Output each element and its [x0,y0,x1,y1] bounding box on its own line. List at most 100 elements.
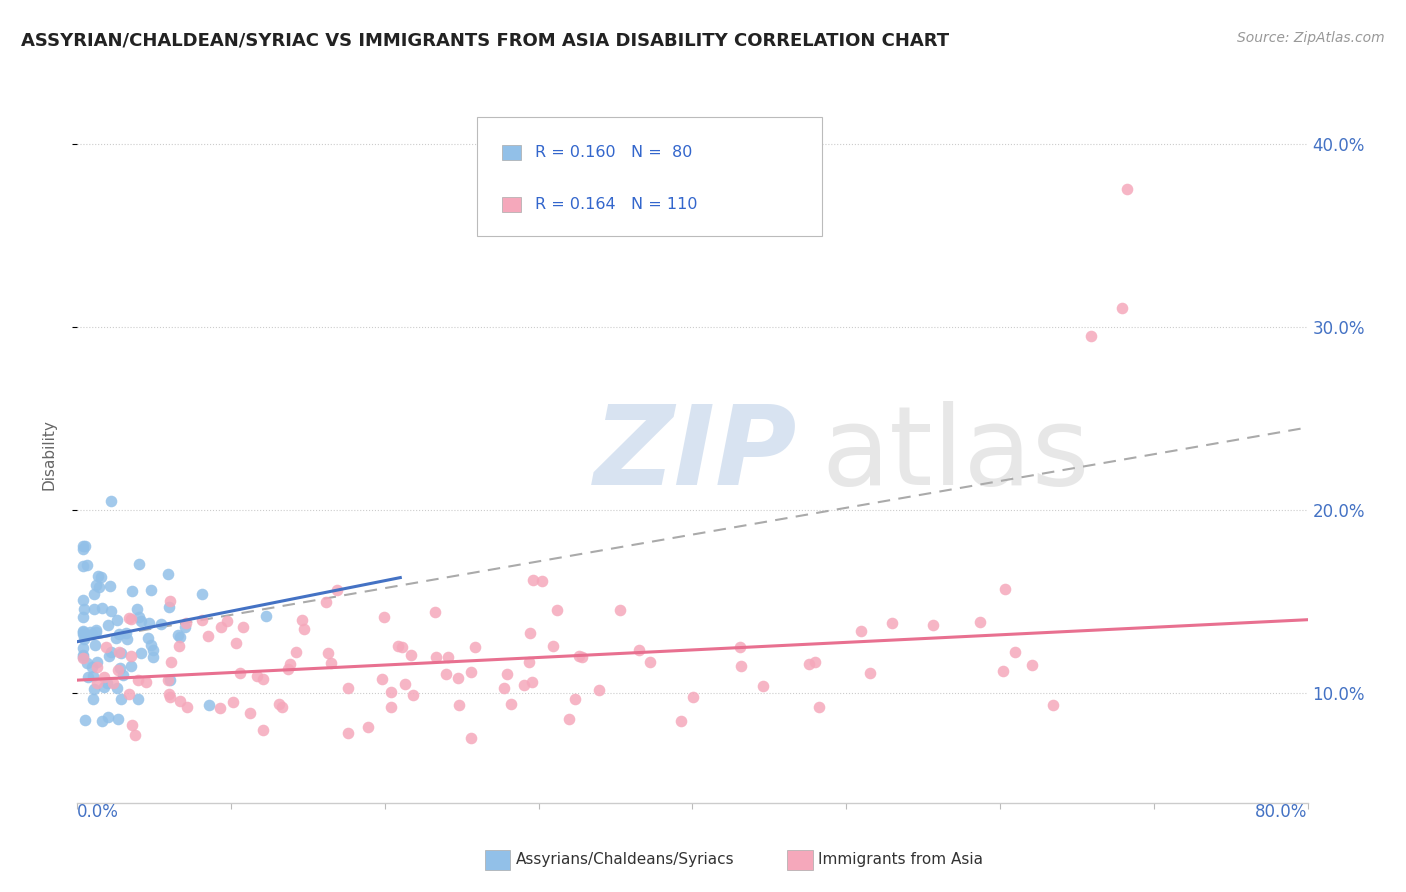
Point [285,645,308,659]
Point [128,610,150,624]
Point [98,579,121,593]
Point [588,682,610,697]
Point [513,678,536,692]
Point [159,690,181,705]
Point [169,694,191,708]
Point [921,617,943,632]
Point [159,594,181,608]
Point [93,670,115,684]
Point [270,699,292,714]
Point [460,665,482,679]
FancyBboxPatch shape [502,197,520,212]
Point [127,692,149,706]
Point [142,643,165,657]
Point [96,640,118,654]
Point [752,679,775,693]
Point [141,583,163,598]
Point [437,650,460,665]
Point [105,681,128,695]
Point [609,602,631,616]
Point [76,558,98,573]
Point [125,602,148,616]
Text: 0.0%: 0.0% [77,803,120,821]
Point [115,632,138,647]
Point [460,731,482,746]
Point [90,570,112,584]
Point [517,655,540,669]
Text: ZIP: ZIP [595,401,797,508]
Point [83,639,105,653]
Point [447,671,470,685]
Point [402,688,425,702]
Point [880,616,903,631]
Point [72,610,94,624]
Point [316,646,339,660]
Point [197,629,219,643]
Point [682,690,704,705]
Point [107,712,129,726]
Point [82,627,104,641]
Point [138,615,160,630]
Point [1021,658,1043,673]
Point [1111,301,1133,316]
Point [208,700,231,714]
Point [859,665,882,680]
Point [391,640,413,654]
Point [114,626,136,640]
Point [225,636,247,650]
Point [108,661,131,675]
Point [73,601,96,615]
Text: 80.0%: 80.0% [1256,803,1308,821]
Point [157,688,180,702]
Point [671,714,693,728]
Point [110,647,132,661]
Point [87,569,110,583]
Point [72,593,94,607]
Point [969,615,991,630]
Text: Source: ZipAtlas.com: Source: ZipAtlas.com [1237,31,1385,45]
Point [72,650,94,665]
Point [157,600,180,615]
Point [129,614,152,628]
Point [228,665,250,680]
FancyBboxPatch shape [502,145,520,160]
Point [104,631,127,645]
Point [176,700,198,714]
Point [496,667,519,681]
Point [72,640,94,655]
Point [198,698,221,712]
Point [191,613,214,627]
Point [246,669,269,683]
Point [72,558,94,573]
Point [77,670,100,684]
Point [568,648,591,663]
Point [222,695,245,709]
Point [79,624,101,639]
FancyBboxPatch shape [477,118,821,235]
Text: Assyrians/Chaldeans/Syriacs: Assyrians/Chaldeans/Syriacs [516,853,734,867]
Point [638,655,661,669]
Point [425,650,447,665]
Text: atlas: atlas [821,401,1090,508]
Point [315,595,337,609]
Point [994,582,1017,596]
Point [326,583,349,598]
Point [121,718,143,732]
Point [121,583,143,598]
Point [321,657,343,671]
Text: R = 0.164   N = 110: R = 0.164 N = 110 [536,197,697,212]
Point [100,493,122,508]
Point [256,608,278,623]
Point [174,619,197,633]
Point [103,675,125,690]
Point [90,714,112,728]
Point [72,648,94,662]
Point [277,662,299,676]
Point [399,648,422,662]
Point [232,620,254,634]
Point [86,660,108,674]
Point [82,668,104,682]
Text: ASSYRIAN/CHALDEAN/SYRIAC VS IMMIGRANTS FROM ASIA DISABILITY CORRELATION CHART: ASSYRIAN/CHALDEAN/SYRIAC VS IMMIGRANTS F… [21,31,949,49]
Point [82,691,104,706]
Point [167,639,190,653]
